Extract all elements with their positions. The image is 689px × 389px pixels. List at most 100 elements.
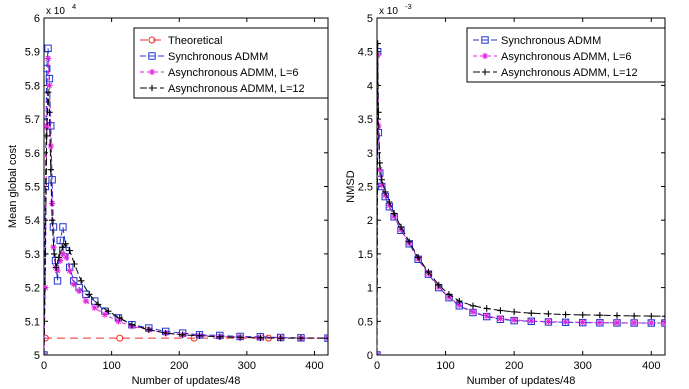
series-point: [101, 311, 109, 318]
series-point: [377, 159, 383, 167]
series-point: [377, 166, 383, 173]
legend-label: Asynchronous ADMM, L=6: [168, 67, 299, 79]
series-point: [510, 308, 518, 316]
series-point: [116, 334, 124, 342]
series-point: [71, 260, 78, 268]
y-axis-label: Mean global cost: [7, 145, 19, 228]
y-tick-label: 5.7: [25, 114, 40, 126]
series-point: [179, 331, 186, 338]
series-point: [46, 109, 53, 116]
series-point: [613, 312, 621, 319]
series-point: [528, 317, 535, 325]
series-point: [378, 176, 385, 183]
series-point: [425, 268, 432, 276]
series-point: [94, 301, 102, 308]
series-point: [469, 308, 477, 316]
series-point: [54, 267, 61, 274]
series-point: [91, 304, 98, 312]
series-point: [44, 182, 50, 191]
series-point: [661, 319, 665, 327]
y-exponent-power: 4: [72, 2, 76, 11]
series-point: [115, 318, 122, 325]
series-point: [45, 74, 54, 83]
series-point: [216, 333, 224, 341]
series-point: [562, 311, 569, 318]
series-point: [297, 334, 305, 342]
series-point: [579, 311, 586, 319]
y-tick-label: 5.9: [25, 47, 40, 59]
y-tick-label: 5.6: [25, 148, 40, 160]
series-point: [50, 250, 58, 258]
series-point: [382, 192, 389, 199]
legend-swatch-marker: [481, 52, 489, 60]
series-point: [613, 319, 621, 326]
series-point: [414, 254, 422, 261]
legend-label: Theoretical: [168, 35, 222, 47]
legend-box: [133, 27, 329, 99]
series-point: [44, 122, 50, 130]
series-point: [44, 132, 50, 140]
series-point: [48, 217, 56, 224]
x-tick-label: 100: [102, 360, 120, 372]
series-point: [53, 277, 62, 285]
legend-label: Asynchronous ADMM, L=12: [168, 83, 305, 95]
legend-swatch-marker: [148, 36, 156, 44]
series-point: [44, 334, 49, 342]
plot-series-group: [377, 40, 665, 355]
x-tick-label: 400: [642, 360, 660, 372]
series-point: [545, 310, 552, 318]
series-point: [55, 254, 63, 261]
y-tick-label: 5.1: [25, 316, 40, 328]
panel-nmsd: 0 100 200 300 400 0 0.5 1 1.5 2 2.5 3 3.5 4 4.5 5 x 10 -3…: [345, 2, 666, 387]
y-tick-label: 0: [367, 350, 373, 362]
series-line: [44, 92, 328, 355]
x-tick-label: 100: [436, 360, 454, 372]
x-axis-label: Number of updates/48: [132, 375, 241, 387]
x-tick-label: 200: [170, 360, 188, 372]
series-point: [57, 257, 64, 264]
x-tick-label: 0: [374, 360, 380, 372]
y-exponent-label: x 10: [46, 6, 65, 17]
series-point: [46, 82, 53, 89]
series-point: [630, 312, 638, 320]
y-tick-label: 5.8: [25, 80, 40, 92]
y-tick-label: 5: [34, 350, 40, 362]
series-point: [324, 334, 328, 342]
series-point: [52, 264, 60, 271]
series-point: [397, 223, 405, 231]
legend-label: Synchronous ADMM: [501, 35, 601, 47]
series-point: [377, 109, 382, 116]
series-point: [386, 202, 393, 209]
series-point: [257, 334, 264, 342]
y-tick-label: 5.3: [25, 249, 40, 261]
series-point: [116, 314, 123, 322]
series-point: [648, 312, 655, 320]
series-point: [661, 313, 665, 320]
series-line: [377, 55, 665, 355]
series-point: [483, 305, 490, 312]
series-point: [44, 88, 52, 96]
series-point: [579, 319, 586, 326]
series-point: [497, 307, 504, 314]
series-point: [382, 188, 389, 196]
y-exponent-power: -3: [405, 2, 412, 11]
series-point: [406, 238, 413, 245]
series-point: [128, 321, 136, 328]
panel-mean-global-cost: 0 100 200 300 400 5 5.1 5.2 5.3 5.4 5.5 5.6 5.7 5.8 5.…: [7, 2, 329, 387]
series-point: [528, 310, 535, 317]
legend-swatch-marker: [148, 84, 156, 92]
series-point: [47, 166, 54, 173]
series-point: [59, 250, 67, 258]
series-point: [44, 250, 49, 258]
series-point: [236, 334, 244, 341]
y-tick-label: 5.5: [25, 182, 40, 194]
legend-label: Synchronous ADMM: [168, 51, 268, 63]
y-tick-label: 0.5: [358, 316, 373, 328]
series-point: [145, 326, 153, 333]
series-point: [49, 223, 58, 231]
y-exponent-label: x 10: [379, 6, 398, 17]
series-point: [44, 64, 51, 73]
legend-swatch-marker: [481, 68, 489, 76]
series-point: [456, 301, 463, 309]
